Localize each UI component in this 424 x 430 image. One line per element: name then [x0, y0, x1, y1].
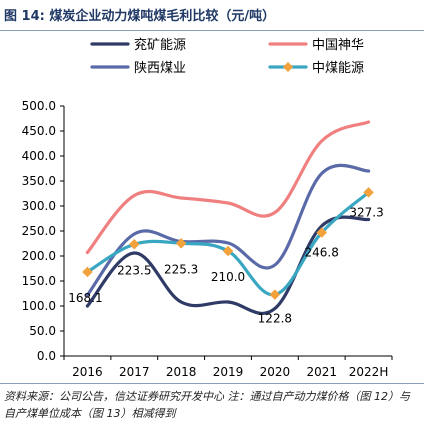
chart-series-markers	[82, 186, 374, 300]
data-point-marker	[222, 245, 234, 257]
y-tick-label: 150.0	[22, 274, 56, 288]
source-note: 资料来源：公司公告，信达证券研究开发中心 注：通过自产动力煤价格（图 12）与自…	[4, 390, 410, 420]
legend-marker	[283, 62, 293, 72]
series-line-1	[85, 120, 371, 255]
series-line-0	[85, 215, 371, 316]
data-label: 223.5	[117, 263, 151, 277]
x-tick-label: 2017	[119, 365, 150, 379]
series-line-2	[85, 163, 371, 297]
data-point-marker	[128, 238, 140, 250]
legend-label: 中国神华	[312, 38, 364, 53]
y-tick-label: 250.0	[22, 224, 56, 238]
y-tick-label: 50.0	[29, 324, 56, 338]
figure-title: 图 14: 煤炭企业动力煤吨煤毛利比较（元/吨）	[4, 9, 276, 24]
data-label: 210.0	[211, 270, 245, 284]
chart-series-lines	[85, 120, 371, 316]
data-point-marker	[175, 237, 187, 249]
legend-label: 兖矿能源	[134, 38, 186, 53]
y-tick-label: 500.0	[22, 99, 56, 113]
y-tick-label: 450.0	[22, 124, 56, 138]
data-label: 246.8	[305, 246, 339, 260]
y-tick-label: 0.0	[37, 349, 56, 363]
data-point-marker	[269, 289, 281, 300]
data-label: 168.1	[68, 291, 102, 305]
data-point-marker	[316, 227, 328, 238]
chart-axes: 0.0 50.0 100.0 150.0 200.0 250.0 300.0 350.0 400…	[22, 99, 393, 379]
chart-data-labels: 168.1 223.5 225.3 210.0 122.8 246.8 327.3	[68, 205, 384, 325]
legend-label: 陕西煤业	[134, 61, 186, 76]
data-point-marker	[363, 186, 374, 198]
x-tick-label: 2019	[213, 365, 244, 379]
legend-label: 中煤能源	[312, 61, 364, 76]
y-tick-label: 200.0	[22, 249, 56, 263]
y-tick-label: 400.0	[22, 149, 56, 163]
footer-divider	[0, 383, 424, 384]
y-tick-label: 350.0	[22, 174, 56, 188]
title-divider	[0, 30, 424, 31]
x-tick-label: 2016	[72, 365, 103, 379]
data-label: 225.3	[164, 262, 198, 276]
y-tick-label: 100.0	[22, 299, 56, 313]
data-label: 122.8	[258, 312, 292, 326]
data-point-marker	[82, 266, 93, 278]
x-tick-label: 2018	[166, 365, 197, 379]
x-tick-label: 2022H	[349, 365, 389, 379]
y-tick-label: 300.0	[22, 199, 56, 213]
data-label: 327.3	[349, 205, 383, 219]
x-tick-label: 2020	[260, 365, 291, 379]
x-tick-label: 2021	[306, 365, 337, 379]
